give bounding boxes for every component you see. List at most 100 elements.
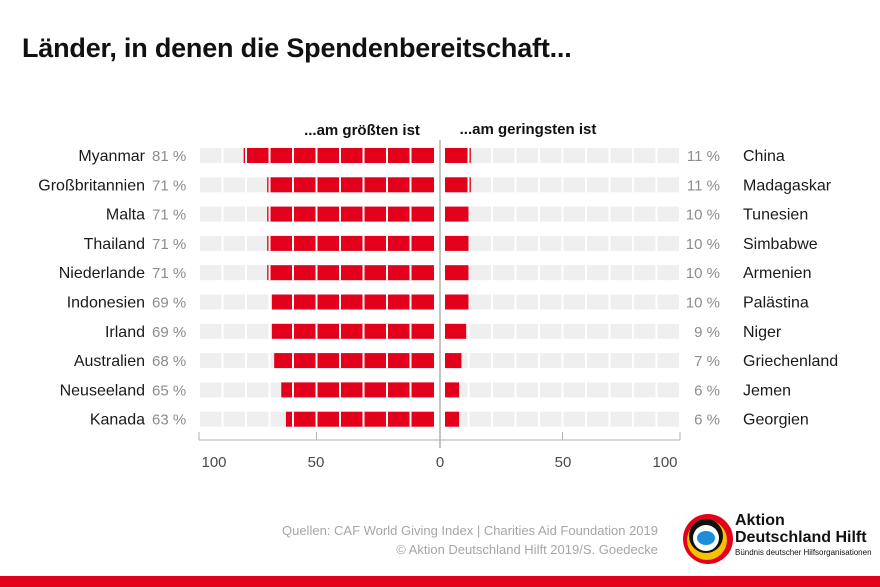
- bar-divider: [339, 382, 341, 398]
- sources-line-1: Quellen: CAF World Giving Index | Charit…: [281, 523, 658, 538]
- bar-divider: [315, 294, 318, 310]
- bar-divider: [386, 148, 388, 163]
- track-segment: [563, 411, 585, 427]
- bar-divider: [292, 265, 294, 281]
- track-segment: [469, 411, 491, 427]
- bar-divider: [292, 411, 294, 427]
- bar-left-0: [243, 148, 434, 163]
- track-segment: [200, 177, 222, 193]
- track-segment: [247, 177, 269, 193]
- country-left: Thailand: [84, 236, 145, 253]
- bar-divider: [409, 148, 412, 163]
- value-label-left: 71 %: [152, 236, 186, 253]
- x-axis: 100 50 0 50 100: [198, 140, 681, 471]
- track-segment: [516, 411, 538, 427]
- track-segment: [247, 382, 269, 398]
- track-segment: [247, 265, 269, 281]
- bar-right-4: [445, 265, 469, 281]
- track-segment: [223, 206, 245, 222]
- bar-divider: [315, 206, 318, 222]
- value-label-right: 10 %: [686, 207, 720, 224]
- track-segment: [247, 411, 269, 427]
- bar-divider: [362, 353, 365, 369]
- country-right: Tunesien: [743, 207, 808, 224]
- track-segment: [610, 177, 632, 193]
- track-segment: [587, 294, 609, 310]
- track-segment: [469, 382, 491, 398]
- bar-right-0: [445, 148, 471, 163]
- track-segment: [610, 294, 632, 310]
- country-left: Indonesien: [67, 295, 145, 312]
- sources: Quellen: CAF World Giving Index | Charit…: [282, 521, 658, 559]
- bar-divider: [362, 206, 365, 222]
- bar-divider: [315, 353, 318, 369]
- bar-right-3: [445, 235, 469, 251]
- bar-divider: [409, 382, 412, 398]
- track-segment: [634, 265, 656, 281]
- country-left: Irland: [105, 324, 145, 341]
- track-segment: [516, 177, 538, 193]
- value-label-left: 71 %: [152, 265, 186, 282]
- value-label-left: 68 %: [152, 353, 186, 370]
- bar-divider: [292, 323, 294, 339]
- track-segment: [540, 382, 562, 398]
- bar-divider: [386, 177, 388, 193]
- track-segment: [516, 148, 538, 163]
- bar-divider: [339, 148, 341, 163]
- track-segment: [587, 353, 609, 369]
- bar-right-6: [445, 323, 467, 339]
- track-segment: [469, 235, 491, 251]
- value-label-left: 69 %: [152, 295, 186, 312]
- track-segment: [610, 353, 632, 369]
- track-segment: [223, 177, 245, 193]
- track-segment: [634, 177, 656, 193]
- bar-divider: [315, 148, 318, 163]
- bar-divider: [292, 382, 294, 398]
- bar-divider: [409, 323, 412, 339]
- footer-bar: [0, 576, 880, 587]
- country-left: Australien: [74, 353, 145, 370]
- track-segment: [540, 323, 562, 339]
- bar-divider: [409, 177, 412, 193]
- track-segment: [610, 382, 632, 398]
- track-segment: [223, 411, 245, 427]
- track-segment: [493, 411, 515, 427]
- logo-tagline: Bündnis deutscher Hilfsorganisationen: [735, 548, 872, 557]
- bar-left-4: [267, 265, 434, 281]
- track-segment: [610, 206, 632, 222]
- bar-left-3: [267, 235, 434, 251]
- track-segment: [469, 148, 491, 163]
- track-segment: [657, 323, 679, 339]
- track-segment: [223, 382, 245, 398]
- value-label-right: 11 %: [687, 177, 720, 194]
- track-segment: [657, 353, 679, 369]
- bar-right-7: [445, 353, 462, 369]
- bar-divider: [362, 294, 365, 310]
- track-segment: [469, 177, 491, 193]
- track-segment: [516, 206, 538, 222]
- value-label-right: 7 %: [694, 353, 720, 370]
- bar-divider: [467, 148, 470, 163]
- track-segment: [493, 294, 515, 310]
- logo-line-1: Aktion: [735, 512, 785, 529]
- bar-divider: [362, 265, 365, 281]
- track-segment: [634, 148, 656, 163]
- track-segment: [610, 323, 632, 339]
- track-segment: [247, 323, 269, 339]
- track-segment: [493, 353, 515, 369]
- bar-divider: [362, 235, 365, 251]
- track-segment: [540, 148, 562, 163]
- track-segment: [657, 265, 679, 281]
- track-segment: [657, 148, 679, 163]
- bar-divider: [409, 206, 412, 222]
- bar-divider: [339, 206, 341, 222]
- country-right: Georgien: [743, 412, 809, 429]
- track-segment: [540, 265, 562, 281]
- bar-right-1: [445, 177, 471, 193]
- track-segment: [493, 235, 515, 251]
- value-label-left: 81 %: [152, 148, 186, 165]
- track-segment: [634, 206, 656, 222]
- bar-divider: [339, 177, 341, 193]
- country-left: Malta: [106, 207, 145, 224]
- track-segment: [540, 411, 562, 427]
